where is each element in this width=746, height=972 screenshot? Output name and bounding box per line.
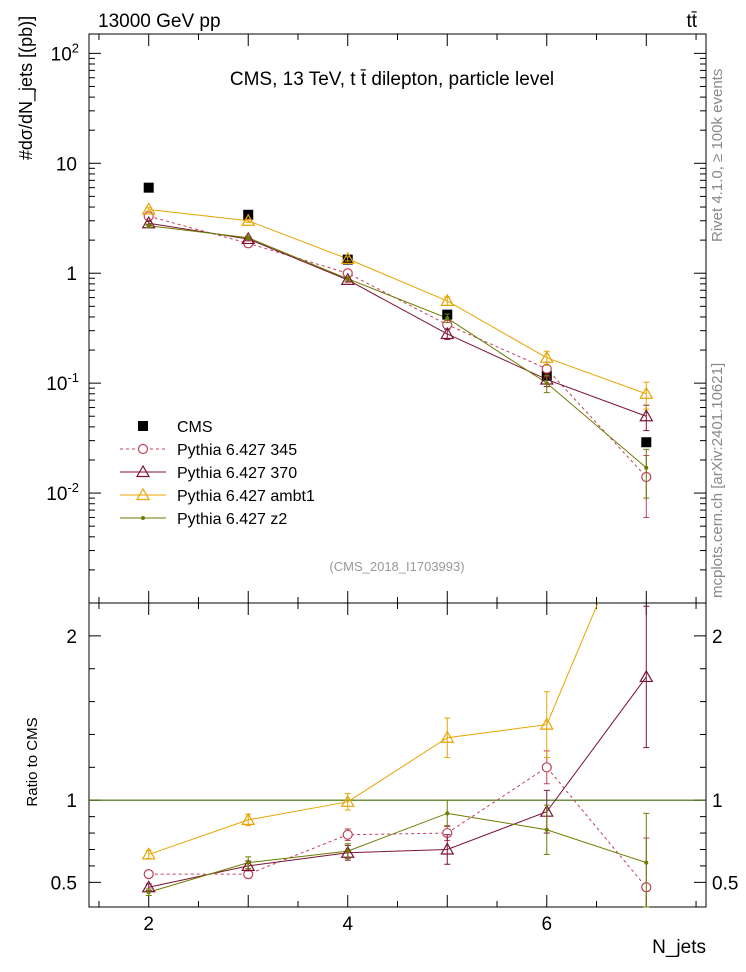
ratio-y-tick-label-right: 2 bbox=[712, 627, 723, 648]
main-point-pythia-6-427-370 bbox=[340, 272, 355, 285]
tick-labels: 2 4 6 10-2 10-1 1 10 102 0.5 0.5 1 1 2 2 bbox=[46, 40, 738, 935]
ratio-y-tick-label-right: 0.5 bbox=[712, 873, 738, 894]
ratio-point-pythia-6-427-370 bbox=[241, 858, 256, 872]
legend-label-pythia-6-427-345: Pythia 6.427 345 bbox=[177, 442, 297, 459]
legend-marker-pythia-6-427-z2 bbox=[141, 516, 145, 520]
legend-marker-cms bbox=[138, 421, 148, 431]
main-point-pythia-6-427-z2 bbox=[246, 235, 251, 240]
ratio-plot-frame bbox=[88, 602, 707, 908]
ratio-point-pythia-6-427-345 bbox=[541, 762, 552, 773]
legend-marker-pythia-6-427-345 bbox=[137, 443, 149, 455]
ratio-y-tick-label-left: 2 bbox=[66, 627, 77, 648]
legend-marker-pythia-6-427-370 bbox=[135, 464, 151, 478]
main-point-pythia-6-427-z2 bbox=[544, 381, 549, 386]
ratio-point-pythia-6-427-ambt1 bbox=[539, 717, 554, 730]
x-axis-label: N_jets bbox=[652, 937, 706, 958]
legend-label-pythia-6-427-ambt1: Pythia 6.427 ambt1 bbox=[177, 488, 315, 505]
chart-marks bbox=[141, 182, 654, 908]
legend-label-pythia-6-427-370: Pythia 6.427 370 bbox=[177, 465, 297, 482]
ratio-point-pythia-6-427-z2 bbox=[345, 849, 350, 854]
ratio-line-pythia-6-427-z2 bbox=[148, 812, 647, 893]
main-point-pythia-6-427-ambt1 bbox=[440, 293, 455, 306]
ratio-point-pythia-6-427-370 bbox=[440, 842, 455, 855]
ratio-point-pythia-6-427-z2 bbox=[445, 811, 450, 816]
y-tick-label: 10-2 bbox=[46, 480, 79, 505]
ratio-line-pythia-6-427-345 bbox=[148, 766, 647, 888]
y-tick-label: 1 bbox=[66, 264, 77, 285]
ratio-point-pythia-6-427-370 bbox=[639, 669, 654, 683]
main-point-pythia-6-427-z2 bbox=[445, 316, 450, 321]
ratio-point-pythia-6-427-ambt1 bbox=[141, 847, 156, 860]
main-point-cms bbox=[143, 182, 154, 193]
main-y-label: #dσ/dN_jets [(pb)] bbox=[16, 16, 37, 160]
ratio-point-pythia-6-427-345 bbox=[143, 869, 154, 880]
main-point-pythia-6-427-ambt1 bbox=[639, 386, 654, 399]
legend-marker-pythia-6-427-ambt1 bbox=[135, 487, 151, 501]
side-label-mcplots: mcplots.cern.ch [arXiv:2401.10621] bbox=[709, 363, 726, 598]
main-line-pythia-6-427-370 bbox=[148, 222, 647, 417]
header-left: 13000 GeV pp bbox=[98, 11, 221, 32]
main-line-pythia-6-427-345 bbox=[148, 215, 647, 478]
x-tick-label: 4 bbox=[342, 914, 353, 935]
y-tick-label: 10-1 bbox=[46, 370, 79, 395]
main-series-lines bbox=[148, 208, 647, 478]
main-point-pythia-6-427-ambt1 bbox=[539, 350, 554, 363]
ratio-y-tick-label-left: 0.5 bbox=[51, 873, 77, 894]
ratio-point-pythia-6-427-z2 bbox=[644, 860, 649, 865]
main-line-pythia-6-427-ambt1 bbox=[148, 208, 647, 395]
y-tick-label: 10 bbox=[56, 154, 77, 175]
legend-label-pythia-6-427-z2: Pythia 6.427 z2 bbox=[177, 511, 287, 528]
ratio-y-tick-label-left: 1 bbox=[66, 791, 77, 812]
ratio-point-pythia-6-427-ambt1 bbox=[340, 794, 355, 807]
ratio-y-tick-label-right: 1 bbox=[712, 791, 723, 812]
main-point-pythia-6-427-370 bbox=[241, 231, 256, 245]
legend-label-cms: CMS bbox=[177, 419, 213, 436]
header-right: tt̄ bbox=[686, 11, 697, 32]
axis-ticks bbox=[89, 34, 706, 907]
main-point-pythia-6-427-ambt1 bbox=[241, 213, 256, 226]
main-point-pythia-6-427-z2 bbox=[146, 223, 151, 228]
main-point-pythia-6-427-370 bbox=[639, 409, 654, 422]
watermark: (CMS_2018_I1703993) bbox=[329, 559, 464, 574]
main-title: CMS, 13 TeV, t t̄ dilepton, particle lev… bbox=[230, 69, 554, 90]
main-point-pythia-6-427-z2 bbox=[345, 276, 350, 281]
ratio-point-pythia-6-427-z2 bbox=[246, 860, 251, 865]
main-point-pythia-6-427-ambt1 bbox=[141, 202, 156, 215]
ratio-line-pythia-6-427-370 bbox=[148, 676, 647, 888]
ratio-point-pythia-6-427-z2 bbox=[146, 890, 151, 895]
main-point-pythia-6-427-370 bbox=[440, 326, 455, 340]
y-tick-label: 102 bbox=[51, 40, 79, 65]
ratio-point-pythia-6-427-ambt1 bbox=[440, 730, 455, 743]
ratio-series-lines bbox=[148, 603, 647, 893]
legend: CMS Pythia 6.427 345 Pythia 6.427 370 Pythi… bbox=[120, 419, 315, 528]
ratio-point-pythia-6-427-z2 bbox=[544, 827, 549, 832]
main-line-pythia-6-427-z2 bbox=[148, 225, 647, 469]
main-point-cms bbox=[641, 437, 652, 448]
main-point-pythia-6-427-z2 bbox=[644, 465, 649, 470]
ratio-point-pythia-6-427-ambt1 bbox=[241, 812, 256, 826]
x-tick-label: 2 bbox=[143, 914, 154, 935]
x-tick-label: 6 bbox=[541, 914, 552, 935]
ratio-line-pythia-6-427-ambt1 bbox=[148, 603, 599, 855]
ratio-y-label: Ratio to CMS bbox=[24, 717, 41, 806]
side-label-rivet: Rivet 4.1.0, ≥ 100k events bbox=[709, 69, 726, 242]
main-point-pythia-6-427-ambt1 bbox=[340, 251, 355, 264]
ratio-point-pythia-6-427-345 bbox=[342, 829, 353, 840]
